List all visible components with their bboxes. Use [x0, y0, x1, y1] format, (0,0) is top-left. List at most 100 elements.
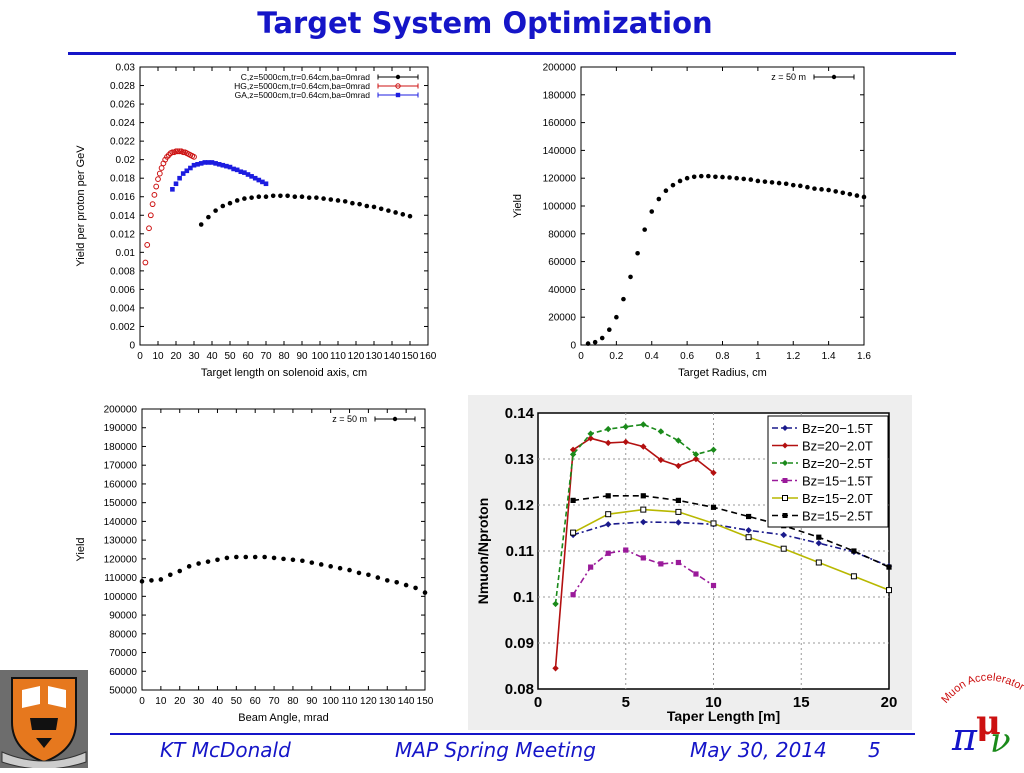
legend-marker: [782, 478, 788, 483]
y-tick-label: 170000: [104, 461, 138, 472]
x-tick-label: 90: [306, 696, 318, 707]
x-tick-label: 10: [152, 351, 164, 362]
data-point: [734, 175, 739, 181]
data-point: [622, 423, 629, 430]
data-point: [155, 176, 161, 183]
data-point: [710, 582, 717, 589]
data-point: [139, 579, 145, 584]
legend-marker: [782, 460, 788, 466]
y-tick-label: 0.006: [110, 285, 135, 296]
data-point: [149, 201, 156, 208]
data-point: [231, 166, 236, 172]
data-point: [357, 201, 362, 207]
x-tick-label: 0: [578, 351, 584, 362]
data-point: [234, 167, 240, 173]
y-tick-label: 0.11: [506, 543, 534, 560]
y-tick-label: 40000: [548, 285, 576, 296]
x-tick-label: 1.2: [786, 351, 800, 362]
data-point: [285, 193, 290, 199]
data-point: [180, 149, 187, 156]
x-tick-label: 10: [705, 694, 722, 711]
footer-meeting: MAP Spring Meeting: [395, 738, 596, 762]
data-point: [252, 175, 258, 181]
data-point: [816, 534, 822, 540]
data-point: [805, 184, 810, 190]
data-point: [745, 534, 752, 541]
data-point: [350, 200, 355, 206]
legend-marker: [395, 74, 401, 80]
y-tick-label: 160000: [104, 479, 138, 490]
x-tick-label: 140: [398, 696, 415, 707]
plot-frame: [580, 66, 865, 346]
y-tick-label: 20000: [548, 313, 576, 324]
data-point: [386, 208, 391, 213]
data-point: [191, 162, 197, 168]
data-point: [168, 572, 173, 578]
x-tick-label: 50: [224, 351, 236, 362]
data-point: [698, 173, 704, 179]
x-tick-label: 130: [366, 351, 383, 362]
data-point: [569, 451, 577, 458]
map-logo-text: Muon Accelerator Program: [932, 664, 1024, 706]
data-point: [290, 557, 296, 563]
y-tick-label: 0.014: [110, 211, 135, 222]
chart-target-radius-svg: 0 0.2 0.4 0.6 0.8 1 1.2 1.4 1.6 0 20000 40000 60000 8…: [512, 63, 871, 380]
data-point: [263, 194, 269, 200]
series-line: [572, 508, 890, 591]
legend-marker: [831, 74, 837, 80]
footer-rule: [110, 733, 915, 735]
data-point: [693, 571, 699, 577]
data-point: [819, 187, 824, 192]
data-point: [656, 196, 662, 202]
data-point: [271, 555, 277, 561]
data-point: [640, 506, 647, 513]
data-point: [649, 209, 655, 214]
data-point: [234, 554, 239, 560]
data-point: [851, 548, 857, 554]
x-tick-label: 15: [793, 694, 810, 711]
data-point: [144, 242, 151, 248]
data-point: [670, 182, 676, 188]
data-point: [812, 186, 817, 191]
y-tick-label: 60000: [548, 257, 576, 268]
data-point: [252, 554, 258, 560]
y-tick-label: 0.028: [110, 81, 135, 92]
y-tick-label: 140000: [543, 146, 577, 157]
data-point: [585, 341, 591, 346]
plot-frame: [139, 66, 429, 346]
data-point: [833, 189, 838, 194]
y-tick-label: 140000: [104, 517, 138, 528]
data-point: [195, 162, 200, 167]
data-point: [780, 545, 787, 552]
data-point: [599, 335, 605, 341]
data-point: [748, 177, 754, 182]
x-tick-label: 5: [622, 694, 630, 711]
series-2: [170, 160, 269, 192]
data-point: [588, 564, 594, 570]
data-point: [847, 191, 853, 197]
y-tick-label: 0.12: [505, 497, 534, 514]
data-point: [393, 210, 398, 215]
y-tick-label: 130000: [104, 536, 138, 547]
y-tick-label: 0.02: [116, 155, 136, 166]
x-tick-label: 70: [260, 351, 272, 362]
data-point: [337, 565, 343, 571]
x-axis-label: Target length on solenoid axis, cm: [201, 367, 367, 379]
data-point: [177, 175, 182, 181]
x-tick-label: 90: [296, 351, 308, 362]
data-point: [861, 194, 867, 200]
data-point: [215, 557, 220, 563]
y-tick-label: 60000: [109, 667, 137, 678]
x-tick-label: 140: [384, 351, 401, 362]
chart-beam-angle-svg: 0 10 20 30 40 50 60 70 80 90 100 110 120 130 140 150 500…: [75, 405, 434, 725]
data-point: [206, 160, 211, 165]
data-point: [342, 199, 348, 204]
data-point: [328, 197, 334, 202]
data-point: [213, 208, 218, 213]
data-point: [400, 212, 406, 217]
data-point: [623, 547, 629, 553]
x-tick-label: 1.6: [857, 351, 871, 362]
x-tick-label: 0: [137, 351, 143, 362]
data-point: [605, 511, 612, 518]
legend-box: [767, 415, 889, 528]
